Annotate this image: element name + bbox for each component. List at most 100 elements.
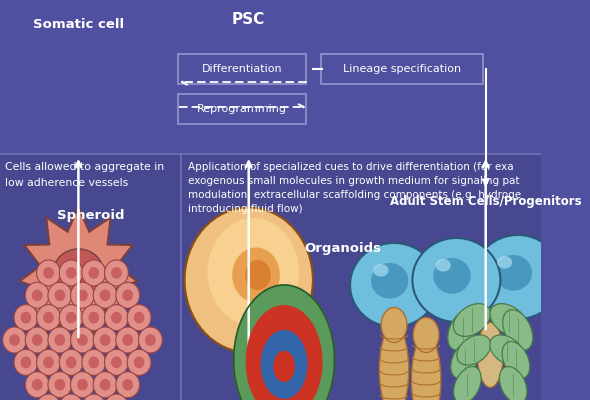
Circle shape	[25, 372, 49, 398]
Text: Organoids: Organoids	[304, 242, 381, 255]
Circle shape	[21, 312, 31, 324]
Circle shape	[82, 394, 106, 400]
Circle shape	[116, 372, 140, 398]
Circle shape	[54, 334, 65, 346]
Circle shape	[100, 379, 110, 390]
Circle shape	[54, 379, 65, 390]
Circle shape	[122, 334, 133, 346]
Circle shape	[88, 312, 99, 324]
Text: PSC: PSC	[232, 12, 266, 27]
Ellipse shape	[503, 310, 533, 350]
Circle shape	[32, 379, 42, 390]
Circle shape	[134, 356, 145, 368]
Ellipse shape	[490, 304, 527, 336]
Text: Reprogramming: Reprogramming	[197, 104, 287, 114]
Circle shape	[77, 290, 88, 301]
Circle shape	[66, 312, 77, 324]
Ellipse shape	[451, 342, 478, 378]
Ellipse shape	[490, 335, 524, 365]
Circle shape	[104, 349, 129, 375]
Circle shape	[43, 267, 54, 279]
Ellipse shape	[245, 260, 271, 290]
Circle shape	[59, 349, 83, 375]
Ellipse shape	[412, 238, 500, 322]
Circle shape	[127, 305, 151, 331]
Circle shape	[111, 267, 122, 279]
Ellipse shape	[411, 335, 441, 400]
Circle shape	[88, 267, 99, 279]
Circle shape	[43, 356, 54, 368]
Ellipse shape	[433, 258, 471, 294]
Text: Differentiation: Differentiation	[202, 64, 282, 74]
Ellipse shape	[499, 366, 527, 400]
Polygon shape	[261, 331, 307, 398]
Circle shape	[59, 260, 83, 286]
Ellipse shape	[550, 253, 587, 289]
Circle shape	[104, 260, 129, 286]
Ellipse shape	[494, 255, 532, 291]
Circle shape	[122, 379, 133, 390]
Circle shape	[116, 327, 140, 353]
Circle shape	[71, 372, 94, 398]
Text: Application of specialized cues to drive differentiation (for exa
exogenous smal: Application of specialized cues to drive…	[188, 162, 522, 214]
Ellipse shape	[379, 325, 409, 400]
Circle shape	[14, 305, 38, 331]
Polygon shape	[234, 285, 335, 400]
Circle shape	[48, 327, 72, 353]
Circle shape	[93, 372, 117, 398]
Circle shape	[48, 282, 72, 308]
Ellipse shape	[529, 233, 590, 317]
Circle shape	[82, 305, 106, 331]
Circle shape	[139, 327, 162, 353]
Circle shape	[104, 305, 129, 331]
Ellipse shape	[454, 366, 481, 400]
Ellipse shape	[552, 254, 567, 267]
Ellipse shape	[502, 342, 530, 378]
Circle shape	[77, 334, 88, 346]
Text: Spheroid: Spheroid	[57, 209, 124, 222]
Circle shape	[134, 312, 145, 324]
Circle shape	[71, 327, 94, 353]
Circle shape	[54, 290, 65, 301]
Circle shape	[32, 290, 42, 301]
Circle shape	[100, 334, 110, 346]
Polygon shape	[246, 306, 322, 400]
Circle shape	[14, 349, 38, 375]
Circle shape	[88, 356, 99, 368]
Circle shape	[37, 349, 60, 375]
Text: low adherence vessels: low adherence vessels	[5, 178, 128, 188]
Circle shape	[3, 327, 27, 353]
Circle shape	[66, 356, 77, 368]
Circle shape	[25, 282, 49, 308]
Ellipse shape	[208, 218, 299, 326]
Circle shape	[37, 305, 60, 331]
Ellipse shape	[497, 256, 512, 269]
Bar	[0, 154, 540, 400]
Circle shape	[43, 312, 54, 324]
Ellipse shape	[232, 248, 280, 302]
Circle shape	[25, 327, 49, 353]
Circle shape	[59, 394, 83, 400]
Ellipse shape	[185, 208, 313, 352]
Ellipse shape	[435, 259, 451, 272]
Text: Adult Stem Cells/Progenitors: Adult Stem Cells/Progenitors	[390, 195, 582, 208]
Circle shape	[48, 372, 72, 398]
Ellipse shape	[350, 243, 438, 327]
Ellipse shape	[457, 335, 491, 365]
Polygon shape	[19, 207, 137, 334]
Ellipse shape	[414, 318, 439, 352]
Circle shape	[32, 334, 42, 346]
Circle shape	[66, 267, 77, 279]
Circle shape	[104, 394, 129, 400]
Circle shape	[37, 260, 60, 286]
Ellipse shape	[371, 263, 408, 299]
Circle shape	[82, 260, 106, 286]
Text: Lineage specification: Lineage specification	[343, 64, 461, 74]
Circle shape	[111, 312, 122, 324]
Circle shape	[21, 356, 31, 368]
Ellipse shape	[373, 264, 389, 277]
Ellipse shape	[381, 308, 407, 342]
Text: Cells allowed to aggregate in: Cells allowed to aggregate in	[5, 162, 163, 172]
Circle shape	[71, 282, 94, 308]
Text: Somatic cell: Somatic cell	[33, 18, 124, 31]
